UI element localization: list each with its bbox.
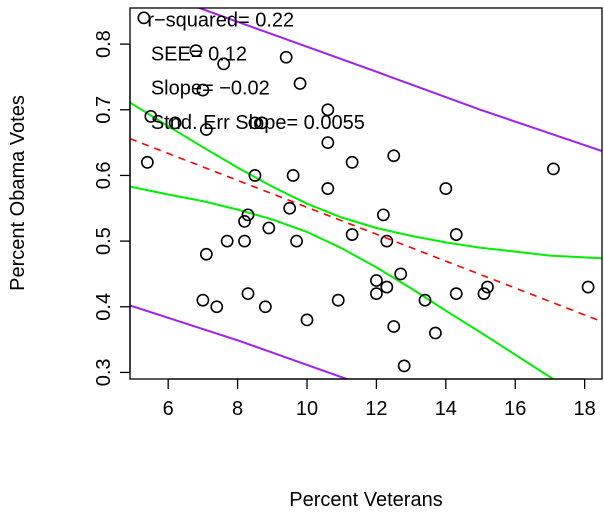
- data-point: [199, 123, 213, 136]
- x-tick-label: 16: [504, 398, 526, 420]
- data-point: [199, 247, 213, 261]
- data-point: [248, 169, 262, 182]
- stats-annotation: Stnd. Err Slope= 0.0055: [151, 112, 365, 134]
- data-point: [196, 83, 210, 97]
- data-point: [449, 287, 463, 301]
- data-point: [220, 234, 234, 248]
- data-point: [241, 287, 255, 301]
- data-point: [380, 234, 394, 248]
- data-point: [387, 149, 401, 163]
- x-axis-label: Percent Veterans: [289, 489, 442, 511]
- x-tick-label: 8: [232, 398, 243, 420]
- data-point: [189, 44, 203, 58]
- data-point: [370, 287, 383, 301]
- data-point: [481, 280, 494, 294]
- data-point: [581, 280, 595, 294]
- data-point: [140, 155, 154, 169]
- confidence-band-upper: [130, 101, 602, 260]
- data-point: [258, 300, 272, 314]
- x-tick-label: 12: [365, 398, 387, 420]
- data-point: [345, 155, 359, 169]
- data-point: [255, 116, 269, 130]
- data-point: [293, 77, 307, 90]
- data-point: [238, 234, 251, 248]
- data-point: [477, 287, 491, 301]
- data-point: [279, 50, 293, 64]
- data-point: [241, 208, 255, 222]
- data-point: [196, 293, 210, 307]
- data-point: [397, 359, 411, 373]
- y-tick-label: 0.4: [93, 293, 115, 321]
- y-tick-label: 0.5: [93, 227, 115, 255]
- points-layer: [137, 11, 595, 373]
- regression-line: [130, 137, 602, 323]
- y-axis: 0.3 0.4 0.5 0.6 0.7 0.8: [93, 30, 131, 386]
- y-tick-label: 0.7: [93, 96, 115, 124]
- data-point: [394, 267, 408, 281]
- data-point: [418, 293, 432, 307]
- data-point: [321, 103, 335, 117]
- confidence-band-lower: [130, 185, 555, 379]
- data-point: [290, 234, 303, 248]
- data-point: [321, 182, 335, 195]
- bands-layer: [130, 8, 602, 379]
- data-point: [387, 320, 401, 333]
- data-point: [370, 274, 383, 287]
- data-point: [449, 228, 463, 241]
- data-point: [238, 215, 251, 228]
- x-tick-label: 10: [296, 398, 318, 420]
- data-point: [547, 162, 560, 176]
- y-tick-label: 0.8: [93, 30, 115, 58]
- prediction-band-upper: [196, 8, 602, 153]
- data-point: [439, 182, 453, 195]
- y-tick-label: 0.3: [93, 358, 115, 386]
- x-axis: 6 8 10 12 14 16 18: [163, 378, 596, 420]
- annotations-layer: r−squared= 0.22 SEE= 0.12 Slope= −0.02 Stnd…: [147, 9, 365, 133]
- y-tick-label: 0.6: [93, 161, 115, 189]
- data-point: [376, 208, 390, 222]
- data-point: [380, 280, 394, 294]
- x-tick-label: 6: [163, 398, 174, 420]
- data-point: [248, 116, 262, 130]
- data-point: [429, 326, 442, 340]
- data-point: [321, 136, 335, 150]
- data-point: [345, 228, 359, 241]
- stats-annotation: Slope= −0.02: [151, 78, 270, 100]
- y-axis-label: Percent Obama Votes: [7, 95, 29, 291]
- data-point: [262, 221, 276, 235]
- data-point: [217, 57, 231, 71]
- data-point: [210, 300, 224, 314]
- data-point: [137, 11, 151, 25]
- data-point: [283, 201, 297, 215]
- data-point: [300, 313, 314, 327]
- stats-annotation: SEE= 0.12: [151, 44, 247, 66]
- prediction-band-lower: [130, 304, 349, 379]
- data-point: [144, 109, 158, 123]
- data-point: [286, 169, 300, 182]
- x-tick-label: 14: [435, 398, 457, 420]
- x-tick-label: 18: [574, 398, 596, 420]
- data-point: [331, 293, 345, 307]
- data-point: [168, 116, 182, 130]
- stats-annotation: r−squared= 0.22: [147, 9, 294, 31]
